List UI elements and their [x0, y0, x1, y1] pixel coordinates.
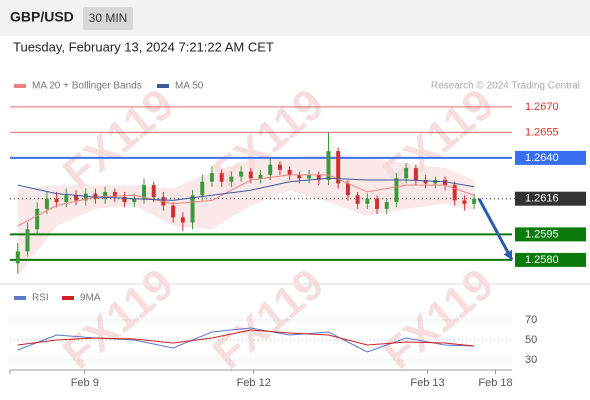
bollinger-band — [17, 154, 475, 277]
candle-body — [200, 181, 205, 196]
candle-body — [452, 185, 457, 201]
legend-swatch — [62, 296, 74, 300]
candle-body — [35, 208, 40, 230]
y-tick-label: 50 — [525, 334, 537, 346]
x-tick-label: Feb 18 — [478, 377, 512, 389]
candle-body — [297, 174, 302, 179]
candle-body — [375, 198, 380, 209]
candle-body — [122, 197, 127, 203]
candle-body — [258, 174, 263, 179]
candle-body — [44, 198, 49, 209]
level-label: 1.2595 — [525, 228, 559, 240]
candle-body — [336, 151, 341, 184]
legend-label: 9MA — [80, 293, 101, 304]
candle-body — [423, 180, 428, 184]
candle-body — [190, 195, 195, 223]
forecast-arrow — [477, 197, 514, 261]
candle-body — [307, 174, 312, 179]
candle-body — [472, 198, 477, 204]
watermark: FX119 — [54, 259, 183, 378]
candle-body — [132, 198, 137, 203]
candle-body — [384, 202, 389, 209]
legend-label: MA 50 — [175, 81, 204, 92]
level-label: 1.2616 — [525, 193, 559, 205]
candle-body — [248, 171, 253, 179]
legend-label: MA 20 + Bollinger Bands — [32, 81, 142, 92]
candle-body — [74, 195, 79, 201]
x-tick-label: Feb 13 — [410, 377, 444, 389]
candle-body — [141, 185, 146, 199]
candle-body — [355, 195, 360, 204]
candle-body — [219, 173, 224, 182]
candle-body — [15, 251, 20, 264]
candle-body — [112, 191, 117, 197]
candle-body — [83, 193, 88, 201]
candle-body — [287, 169, 292, 175]
source: Research © 2024 Trading Central — [431, 81, 580, 92]
candle-body — [180, 217, 185, 223]
candle-body — [103, 191, 108, 199]
level-label: 1.2655 — [525, 126, 559, 138]
x-tick-label: Feb 12 — [237, 377, 271, 389]
level-box — [515, 252, 586, 267]
candle-body — [171, 205, 176, 218]
candle-body — [93, 193, 98, 199]
level-label: 1.2640 — [525, 152, 559, 164]
level-label: 1.2670 — [525, 101, 559, 113]
candle-body — [209, 173, 214, 182]
candle-body — [413, 168, 418, 180]
level-label: 1.2580 — [525, 254, 559, 266]
legend-label: RSI — [32, 293, 49, 304]
candle-body — [25, 229, 30, 252]
candle-body — [462, 200, 467, 204]
candle-body — [404, 168, 409, 179]
candle-body — [277, 164, 282, 170]
candle-body — [326, 151, 331, 180]
watermark: FX119 — [374, 259, 503, 378]
candle-body — [345, 183, 350, 196]
legend-swatch — [14, 84, 26, 88]
candle-body — [64, 195, 69, 203]
candle-body — [316, 174, 321, 180]
candle-body — [151, 185, 156, 197]
level-box — [515, 150, 586, 165]
candle-body — [365, 198, 370, 204]
rsi-line — [17, 329, 475, 347]
y-tick-label: 70 — [525, 314, 537, 326]
timestamp: Tuesday, February 13, 2024 7:21:22 AM CE… — [13, 39, 274, 54]
watermark: FX119 — [204, 259, 333, 378]
level-box — [515, 191, 586, 206]
candle-body — [229, 176, 234, 182]
watermark: FX119 — [54, 79, 183, 198]
candle-body — [268, 164, 273, 175]
symbol: GBP/USD — [10, 9, 74, 25]
legend-swatch — [157, 84, 169, 88]
arrow-head — [503, 249, 513, 260]
y-tick-label: 30 — [525, 354, 537, 366]
timeframe[interactable]: 30 MIN — [89, 11, 128, 25]
ma-line — [17, 177, 475, 201]
candle-body — [239, 171, 244, 177]
candle-body — [54, 198, 59, 203]
timeframe-button[interactable] — [83, 7, 133, 30]
x-tick-label: Feb 9 — [71, 377, 99, 389]
candle-body — [443, 180, 448, 186]
level-box — [515, 227, 586, 242]
legend-swatch — [14, 296, 26, 300]
candle-body — [394, 178, 399, 203]
